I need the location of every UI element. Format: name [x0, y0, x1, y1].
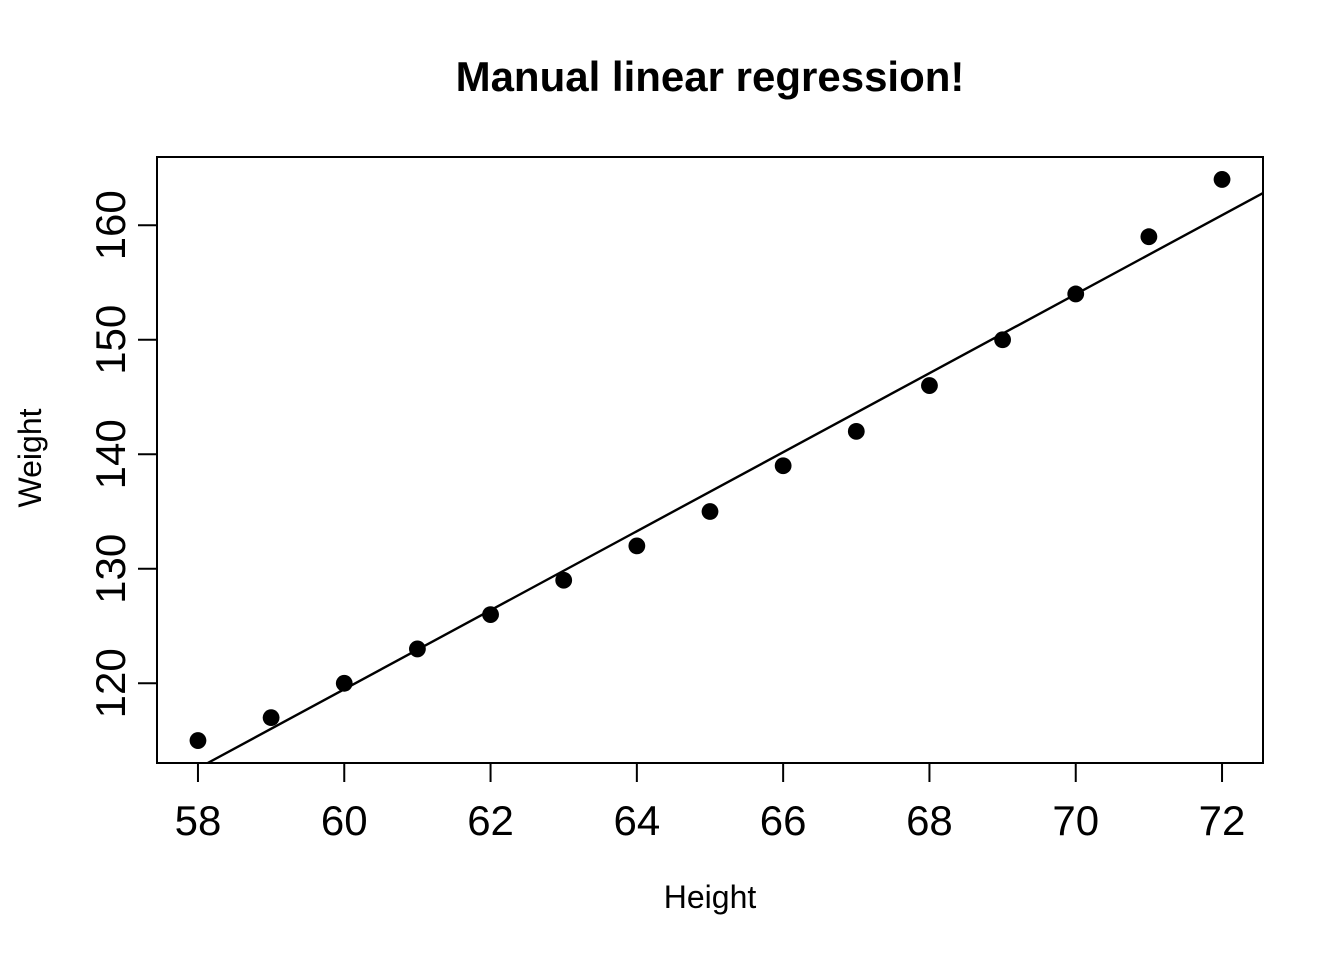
y-axis-label: Weight — [12, 408, 48, 507]
x-axis-tick-label: 66 — [760, 797, 807, 844]
y-axis-tick-label: 150 — [87, 305, 134, 375]
x-axis-tick-label: 60 — [321, 797, 368, 844]
data-point — [774, 457, 792, 475]
x-axis-tick-label: 58 — [175, 797, 222, 844]
chart-title: Manual linear regression! — [456, 53, 965, 100]
data-point — [335, 674, 353, 692]
data-point — [847, 422, 865, 440]
x-axis-tick-label: 64 — [613, 797, 660, 844]
data-point — [1140, 228, 1158, 246]
chart-layer: 58 60 62 64 66 68 70 72 120 130 140 150 160 — [87, 156, 1264, 844]
data-point — [1067, 285, 1085, 303]
x-axis-label: Height — [664, 879, 757, 915]
regression-line — [207, 191, 1264, 765]
data-point — [994, 331, 1011, 349]
data-point — [262, 709, 280, 727]
data-point — [482, 606, 499, 623]
data-point — [189, 732, 207, 749]
x-axis-tick-label: 68 — [906, 797, 953, 844]
data-point — [921, 377, 938, 394]
y-axis-tick-label: 140 — [87, 419, 134, 489]
x-axis-tick-label: 62 — [467, 797, 514, 844]
data-point — [1213, 171, 1231, 188]
plot-border — [156, 156, 1264, 764]
data-point — [701, 503, 719, 520]
data-point — [409, 640, 426, 658]
x-axis-tick-label: 72 — [1199, 797, 1246, 844]
data-point — [555, 571, 573, 589]
y-axis-tick-label: 120 — [87, 648, 134, 718]
data-point — [628, 537, 646, 555]
x-axis-tick-label: 70 — [1052, 797, 1099, 844]
y-axis-tick-label: 160 — [87, 190, 134, 260]
y-axis-tick-label: 130 — [87, 534, 134, 604]
